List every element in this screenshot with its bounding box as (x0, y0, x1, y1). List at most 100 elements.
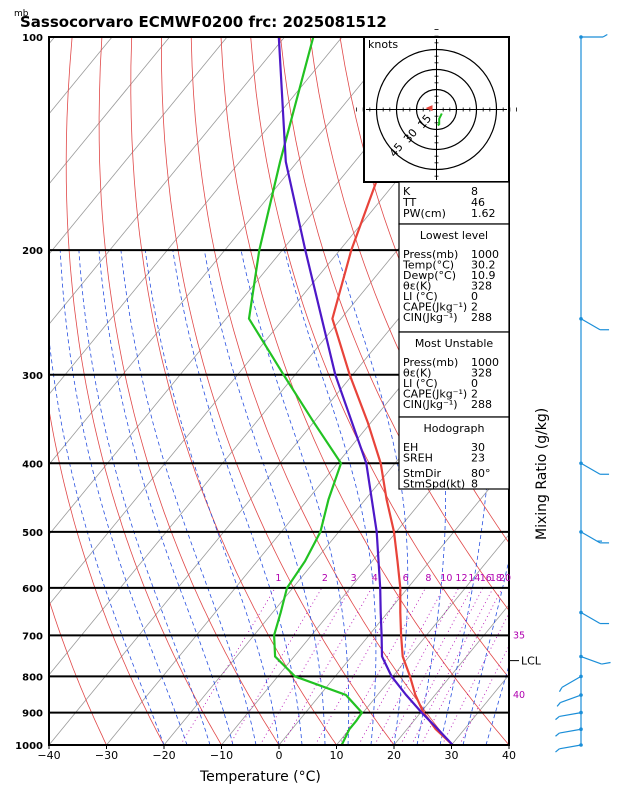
dry-adiabat-line (519, 37, 618, 745)
x-tick-label: 10 (330, 749, 344, 762)
pressure-tick-label: 700 (22, 631, 43, 642)
wind-barb-staff (580, 462, 601, 475)
moist-adiabat-line (120, 250, 257, 745)
index-label: EH (403, 441, 418, 454)
mixing-ratio-label: 1 (275, 573, 281, 584)
isotherm-line (49, 37, 343, 396)
isotherm-line (393, 604, 509, 745)
dry-adiabat-line (578, 37, 618, 745)
dry-adiabat-line (49, 598, 107, 745)
chart-title: Sassocorvaro ECMWF0200 frc: 2025081512 (20, 13, 387, 31)
index-label: TT (402, 196, 417, 209)
index-label: Press(mb) (403, 248, 458, 261)
index-label: LI (°C) (403, 290, 438, 303)
indices-general-box (398, 181, 510, 225)
wind-barb-staff (580, 612, 601, 625)
mixing-ratio-line (259, 587, 351, 745)
mixing-ratio-line (339, 587, 426, 745)
x-tick-label: 0 (276, 749, 283, 762)
index-value: 328 (471, 367, 492, 380)
wind-barb-flag (555, 732, 560, 737)
dry-adiabat-line (190, 37, 452, 745)
isotherm-line (221, 393, 509, 745)
index-label: θε(K) (403, 367, 431, 380)
index-value: 328 (471, 280, 492, 293)
wind-barb-staff (580, 655, 602, 665)
indices-hodograph-box (398, 416, 510, 490)
index-label: StmDir (403, 467, 442, 480)
index-label: θε(K) (403, 280, 431, 293)
dry-adiabat-line (250, 37, 509, 679)
pressure-tick-label: 1000 (15, 741, 43, 752)
index-value: 23 (471, 452, 485, 465)
temperature-profile (331, 37, 454, 745)
indices-most-unstable-box (398, 331, 510, 418)
wind-barb-staff (560, 694, 582, 704)
dry-adiabat-line (49, 407, 165, 745)
index-value: 30 (471, 441, 485, 454)
index-value: 288 (471, 398, 492, 411)
pressure-tick-label: 500 (22, 528, 43, 539)
moist-adiabat-line (439, 250, 492, 745)
index-label: CAPE(Jkg⁻¹) (403, 388, 467, 401)
index-value: 0 (471, 377, 478, 390)
index-value: 0 (471, 290, 478, 303)
dry-adiabat-line (98, 37, 280, 745)
moist-adiabat-line (485, 664, 509, 745)
pressure-tick-label: 600 (22, 584, 43, 595)
mixing-ratio-line (411, 587, 494, 745)
wind-barb-flag (556, 702, 561, 707)
moist-adiabat-line (203, 250, 326, 745)
x-tick-label: −10 (210, 749, 233, 762)
dry-adiabat-line (608, 37, 618, 745)
wind-barb-staff (561, 675, 582, 688)
pressure-tick-label: 800 (22, 672, 43, 683)
pressure-unit-label: mb (14, 9, 29, 19)
isotherm-line (336, 534, 509, 745)
mixing-ratio-label: 12 (455, 573, 467, 584)
index-heading: Hodograph (424, 422, 485, 435)
mixing-ratio-axis-title: Mixing Ratio (g/kg) (534, 408, 550, 540)
mixing-ratio-label: 16 (480, 573, 492, 584)
index-label: Dewp(°C) (403, 269, 456, 282)
mixing-ratio-label: 2 (322, 573, 328, 584)
dry-adiabat-line (161, 37, 395, 745)
mixing-ratio-line (229, 587, 323, 745)
moist-adiabat-line (398, 249, 446, 745)
index-label: CIN(Jkg⁻¹) (403, 311, 458, 324)
index-label: Press(mb) (403, 356, 458, 369)
isotherm-line (106, 253, 509, 745)
wind-barb-staff (559, 744, 582, 750)
wind-barb-flag (602, 33, 608, 38)
mixing-ratio-label: 6 (403, 573, 409, 584)
index-heading: Most Unstable (415, 337, 494, 350)
mixing-ratio-label: 18 (490, 573, 502, 584)
wind-barb-staff (559, 728, 582, 734)
index-label: Temp(°C) (402, 259, 454, 272)
mixing-ratio-line (388, 587, 472, 745)
index-value: 288 (471, 311, 492, 324)
isotherm-line (49, 37, 458, 536)
isotherm-line (49, 37, 170, 185)
index-label: SREH (403, 452, 433, 465)
index-value: 1000 (471, 248, 499, 261)
moist-adiabat-line (172, 250, 303, 745)
wind-barb-staff (580, 318, 601, 331)
index-value: 8 (471, 478, 478, 491)
x-tick-label: −20 (152, 749, 175, 762)
mixing-ratio-line (420, 587, 503, 745)
index-value: 2 (471, 388, 478, 401)
wind-barb-flag (555, 748, 560, 753)
index-value: 2 (471, 301, 478, 314)
index-label: K (403, 185, 411, 198)
dry-adiabat-line (280, 37, 509, 612)
index-label: CAPE(Jkg⁻¹) (403, 301, 467, 314)
mixing-ratio-line (282, 587, 373, 745)
x-tick-label: 30 (445, 749, 459, 762)
moist-adiabat-line (49, 335, 165, 745)
x-tick-label: −30 (95, 749, 118, 762)
hodograph-units: knots (368, 38, 398, 51)
